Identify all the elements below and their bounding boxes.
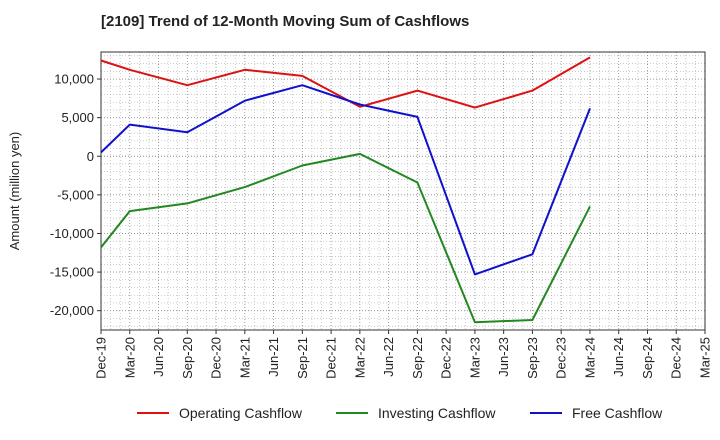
- x-tick-label: Jun-24: [611, 337, 626, 377]
- y-tick-label: -20,000: [50, 303, 94, 318]
- legend-item-investing: Investing Cashflow: [336, 405, 496, 421]
- x-tick-label: Mar-24: [582, 337, 597, 378]
- x-tick-label: Jun-22: [381, 337, 396, 377]
- y-tick-label: 0: [87, 149, 94, 164]
- chart-title: [2109] Trend of 12-Month Moving Sum of C…: [101, 13, 470, 30]
- x-tick-label: Dec-21: [324, 337, 339, 379]
- y-tick-label: 5,000: [61, 110, 94, 125]
- x-tick-label: Dec-22: [439, 337, 454, 379]
- legend-swatch-operating: [137, 412, 169, 414]
- x-tick-label: Sep-23: [525, 337, 540, 379]
- series-line-investing: [100, 152, 591, 324]
- grid-lines: [101, 52, 705, 330]
- x-tick-label: Mar-22: [352, 337, 367, 378]
- legend-swatch-investing: [336, 412, 368, 414]
- series-lines: [100, 56, 591, 324]
- x-tick-label: Sep-24: [640, 337, 655, 379]
- legend-label-operating: Operating Cashflow: [179, 405, 302, 421]
- y-tick-label: -5,000: [57, 187, 94, 202]
- x-tick-label: Mar-25: [698, 337, 713, 378]
- legend-label-free: Free Cashflow: [572, 405, 663, 421]
- x-tick-label: Jun-23: [496, 337, 511, 377]
- x-tick-label: Sep-22: [410, 337, 425, 379]
- series-line-operating: [100, 56, 591, 109]
- x-tick-label: Mar-21: [237, 337, 252, 378]
- x-tick-label: Mar-23: [467, 337, 482, 378]
- x-tick-label: Sep-21: [295, 337, 310, 379]
- y-tick-label: -10,000: [50, 226, 94, 241]
- y-axis-ticks: 10,000 5,000 0 -5,000 -10,000 -15,000 -20,000: [50, 72, 101, 318]
- x-tick-label: Dec-19: [94, 337, 109, 379]
- x-tick-label: Sep-20: [180, 337, 195, 379]
- x-tick-label: Jun-21: [266, 337, 281, 377]
- legend-swatch-free: [530, 412, 562, 414]
- y-tick-label: -15,000: [50, 265, 94, 280]
- x-tick-label: Dec-20: [209, 337, 224, 379]
- legend-label-investing: Investing Cashflow: [378, 405, 496, 421]
- plot-frame: [100, 51, 706, 331]
- x-tick-label: Mar-20: [122, 337, 137, 378]
- legend-item-operating: Operating Cashflow: [137, 405, 302, 421]
- y-tick-label: 10,000: [54, 72, 94, 87]
- x-tick-label: Dec-24: [669, 337, 684, 379]
- x-axis-ticks: Dec-19 Mar-20 Jun-20 Sep-20 Dec-20 Mar-21 Jun-…: [94, 330, 713, 379]
- x-tick-label: Dec-23: [554, 337, 569, 379]
- x-tick-label: Jun-20: [151, 337, 166, 377]
- y-axis-label: Amount (million yen): [7, 132, 22, 251]
- series-line-free: [100, 84, 591, 276]
- legend-item-free: Free Cashflow: [530, 405, 662, 421]
- legend: Operating Cashflow Investing Cashflow Fr…: [0, 405, 720, 425]
